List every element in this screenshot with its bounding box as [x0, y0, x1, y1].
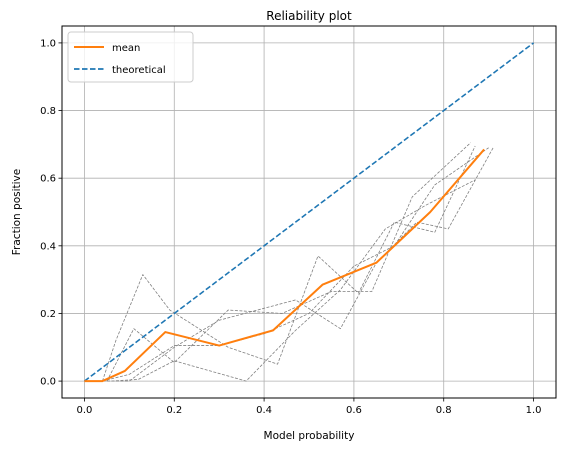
y-tick-label: 0.2 — [40, 309, 56, 320]
x-tick-label: 0.6 — [346, 405, 362, 416]
y-tick-label: 0.0 — [40, 377, 56, 388]
tick-layer: 0.0 0.2 0.4 0.6 0.8 1.0 0.0 0.2 0.4 0.6 0.8 1.0 — [40, 38, 541, 416]
x-axis-label: Model probability — [264, 430, 355, 442]
series-layer — [83, 42, 535, 383]
y-tick-label: 1.0 — [40, 38, 56, 49]
x-tick-label: 1.0 — [526, 405, 542, 416]
series-line-mean — [84, 148, 485, 383]
legend-label-mean: mean — [112, 43, 140, 54]
chart-title: Reliability plot — [266, 9, 352, 23]
x-tick-label: 0.8 — [436, 405, 452, 416]
legend: mean theoretical — [67, 31, 194, 83]
y-tick-label: 0.8 — [40, 106, 56, 117]
y-tick-label: 0.4 — [40, 241, 56, 252]
y-axis-label: Fraction positive — [11, 169, 23, 255]
plot-frame — [61, 25, 557, 399]
x-tick-label: 0.4 — [256, 405, 272, 416]
trial-series-line-1 — [84, 145, 476, 382]
grid-layer — [62, 26, 556, 398]
x-tick-label: 0.2 — [166, 405, 182, 416]
series-line-theoretical — [83, 42, 535, 382]
legend-label-theoretical: theoretical — [112, 65, 166, 76]
y-tick-label: 0.6 — [40, 174, 56, 185]
x-tick-label: 0.0 — [77, 405, 93, 416]
trial-series-line-3 — [84, 179, 476, 382]
trial-series-line-4 — [84, 147, 494, 382]
